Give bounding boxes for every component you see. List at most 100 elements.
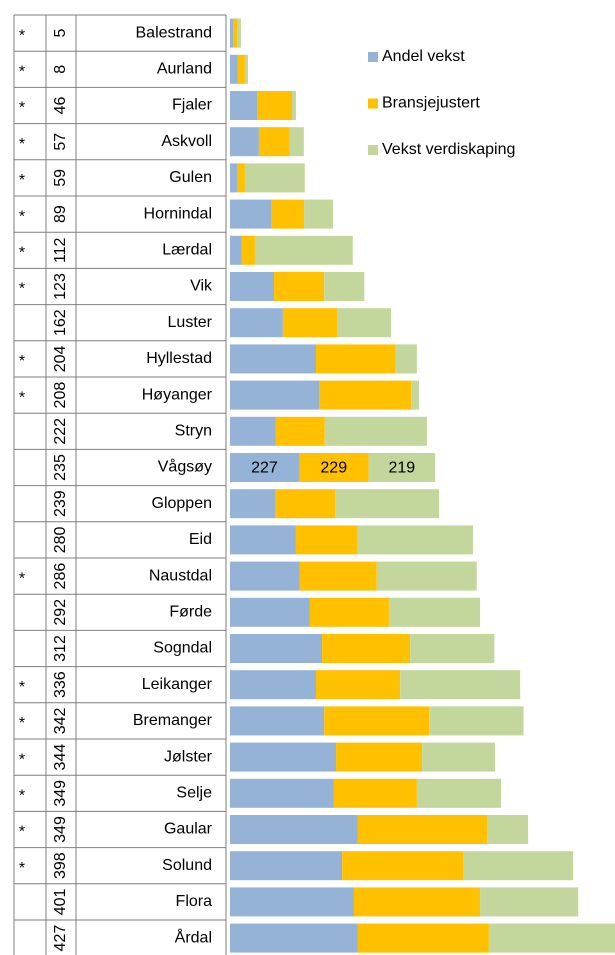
bar-segment	[309, 597, 389, 627]
category-label: Bremanger	[133, 712, 213, 729]
rank: 292	[52, 599, 69, 626]
bar-segment	[368, 453, 436, 482]
bar-segment	[295, 525, 358, 555]
bar-segment	[357, 923, 489, 953]
bar-segment	[254, 235, 353, 265]
bar-segment	[304, 199, 334, 229]
rank: 222	[52, 418, 69, 445]
bar-segment	[230, 670, 316, 700]
bar-segment	[230, 561, 300, 591]
bar-segment	[463, 851, 574, 881]
star: *	[19, 860, 25, 877]
star: *	[19, 136, 25, 153]
category-label: Hornindal	[144, 205, 212, 222]
rank: 427	[52, 925, 69, 952]
rank: 162	[52, 309, 69, 336]
bar-segment	[230, 706, 325, 736]
bar-segment	[480, 887, 579, 917]
star: *	[19, 389, 25, 406]
bar-segment	[335, 489, 440, 519]
bar-segment	[315, 670, 401, 700]
bar-segment	[258, 127, 290, 157]
category-label: Gulen	[169, 169, 212, 186]
category-label: Gaular	[164, 821, 213, 838]
bar-segment	[230, 416, 276, 446]
bar-segment	[298, 453, 369, 482]
rank: 286	[52, 563, 69, 590]
star: *	[19, 788, 25, 805]
star: *	[19, 715, 25, 732]
data-label: 227	[251, 460, 278, 477]
bar-segment	[257, 91, 292, 120]
rank: 336	[52, 671, 69, 698]
bar-segment	[230, 923, 358, 953]
bar-segment	[230, 163, 237, 193]
data-label: 229	[320, 460, 347, 477]
category-label: Stryn	[175, 423, 212, 440]
bar-segment	[333, 778, 417, 808]
bar-segment	[282, 308, 337, 338]
bar-segment	[291, 91, 296, 120]
bar-segment	[487, 815, 529, 844]
category-label: Høyanger	[142, 386, 213, 403]
bar-segment	[230, 91, 258, 120]
rank: 342	[52, 707, 69, 734]
star: *	[19, 679, 25, 696]
bar-segment	[299, 561, 377, 591]
bar-segment	[230, 18, 234, 48]
category-label: Luster	[168, 314, 213, 331]
bar-segment	[230, 344, 316, 374]
data-label: 219	[388, 460, 415, 477]
bar-segment	[388, 597, 481, 627]
rank: 349	[52, 816, 69, 843]
rank: 112	[52, 237, 69, 263]
bar-segment	[342, 851, 464, 881]
bar-segment	[230, 272, 275, 301]
bar-segment	[230, 453, 299, 482]
rank: 123	[52, 273, 69, 300]
legend-label: Bransjejustert	[382, 95, 480, 112]
bar-segment	[241, 235, 255, 265]
bar-segment	[324, 272, 365, 301]
legend-label: Vekst verdiskaping	[382, 141, 515, 158]
category-label: Askvoll	[161, 133, 212, 150]
bar-segment	[230, 54, 238, 84]
bar-segment	[357, 815, 488, 844]
rank: 312	[52, 635, 69, 662]
bar-segment	[230, 887, 354, 917]
bar-segment	[237, 54, 245, 84]
category-label: Leikanger	[142, 676, 213, 693]
category-label: Årdal	[175, 927, 212, 946]
bar-segment	[336, 308, 392, 338]
bar-segment	[230, 851, 343, 881]
star: *	[19, 27, 25, 44]
rank: 8	[52, 65, 69, 74]
star: *	[19, 353, 25, 370]
category-label: Solund	[162, 857, 212, 874]
bar-segment	[236, 163, 245, 193]
star: *	[19, 751, 25, 768]
rank: 208	[52, 382, 69, 409]
rank: 280	[52, 526, 69, 553]
bar-segment	[274, 489, 336, 519]
star: *	[19, 64, 25, 81]
bar-segment	[230, 778, 334, 808]
bar-segment	[230, 634, 323, 663]
star: *	[19, 172, 25, 189]
category-label: Vågsøy	[158, 458, 212, 476]
bar-segment	[230, 308, 283, 338]
rank: 401	[52, 888, 69, 915]
bar-segment	[230, 597, 310, 627]
rank: 398	[52, 852, 69, 879]
category-label: Vik	[190, 278, 213, 295]
star: *	[19, 824, 25, 841]
category-label: Fjaler	[172, 97, 213, 114]
bar-segment	[230, 525, 296, 555]
star: *	[19, 245, 25, 262]
bar-segment	[410, 634, 495, 663]
bar-segment	[319, 380, 412, 410]
legend-swatch	[368, 145, 378, 155]
rank: 235	[52, 454, 69, 481]
bar-segment	[233, 18, 237, 48]
